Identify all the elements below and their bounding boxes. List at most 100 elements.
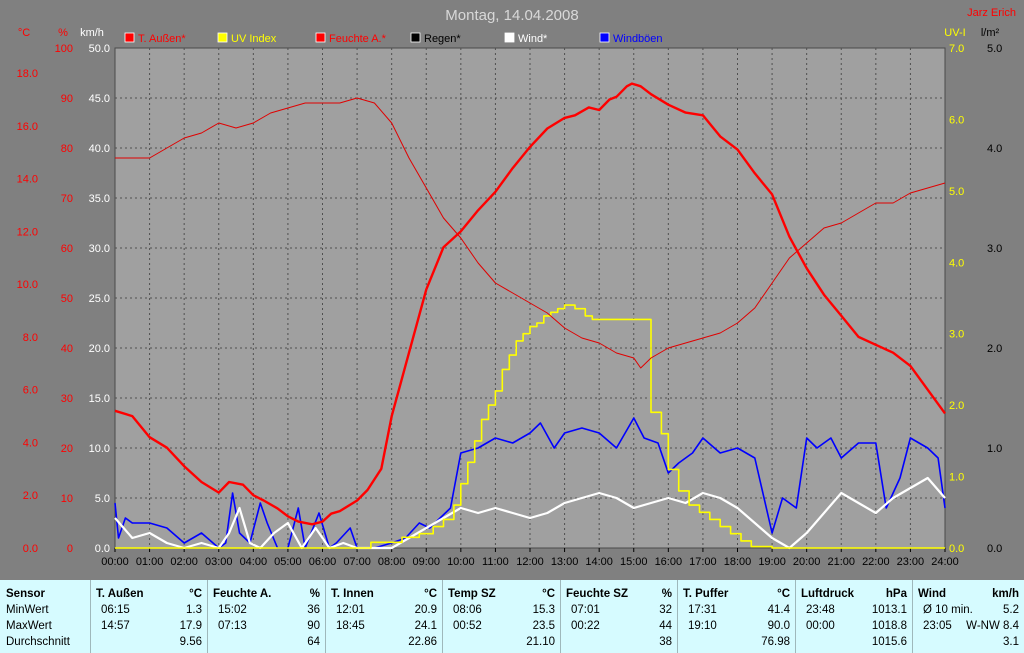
max-time: 23:05 (923, 620, 952, 632)
uv-axis-tick-label: 6.0 (949, 114, 964, 126)
legend-swatch (315, 32, 326, 43)
min-time: 17:31 (688, 604, 717, 616)
wind-axis-tick-label: 45.0 (89, 93, 110, 105)
max-value: 1018.8 (871, 620, 907, 632)
temp-axis-unit: °C (18, 27, 30, 39)
x-tick-label: 14:00 (585, 556, 613, 568)
series-line-feuchte-a- (115, 97, 946, 369)
min-time: 23:48 (806, 604, 835, 616)
column-sensor-name: Wind (918, 588, 946, 600)
x-tick-label: 09:00 (412, 556, 440, 568)
weather-chart: 00:00 01:00 02:00 03:00 04:00 05:00 06:00 07:00… (16, 7, 1016, 568)
series-line-uv-index (115, 304, 945, 549)
temp-axis-tick-label: 2.0 (23, 490, 38, 502)
statistics-table: Sensor MinWert MaxWert Durchschnitt T. A… (0, 580, 1024, 653)
stats-column: Wind km/h Ø 10 min. 5.2 23:05 W-NW 8.4 3.1 (912, 580, 1024, 653)
humidity-axis-tick-label: 50 (61, 293, 73, 305)
average-value: 9.56 (179, 636, 202, 648)
temp-axis-tick-label: 4.0 (23, 437, 38, 449)
uv-axis-tick-label: 1.0 (949, 472, 964, 484)
max-value: 23.5 (532, 620, 555, 632)
wind-axis-tick-label: 5.0 (95, 493, 110, 505)
column-unit: °C (542, 588, 555, 600)
min-value: 5.2 (1003, 604, 1019, 616)
average-value: 76.98 (761, 636, 790, 648)
rain-axis-tick-label: 0.0 (987, 543, 1002, 555)
column-sensor-name: T. Außen (96, 588, 144, 600)
min-value: 32 (659, 604, 672, 616)
column-unit: °C (189, 588, 202, 600)
column-unit: °C (424, 588, 437, 600)
rain-axis-tick-label: 3.0 (987, 243, 1002, 255)
rain-axis-tick-label: 2.0 (987, 343, 1002, 355)
legend-label: Feuchte A.* (329, 33, 387, 45)
humidity-axis-tick-label: 80 (61, 143, 73, 155)
max-value: 17.9 (179, 620, 202, 632)
row-label-sensor: Sensor (6, 588, 45, 600)
x-tick-label: 05:00 (274, 556, 302, 568)
x-tick-label: 02:00 (170, 556, 198, 568)
min-time: Ø 10 min. (923, 604, 973, 616)
wind-axis-tick-label: 50.0 (89, 43, 110, 55)
row-label-min: MinWert (6, 604, 49, 616)
series-line-t-au-en- (114, 82, 946, 526)
column-unit: hPa (885, 588, 907, 600)
stats-column: Feuchte SZ% 07:01 32 00:22 44 38 (560, 580, 678, 653)
uv-axis-tick-label: 3.0 (949, 329, 964, 341)
axes: 00:00 01:00 02:00 03:00 04:00 05:00 06:00 07:00… (17, 27, 1003, 568)
series-line-wind- (114, 476, 946, 550)
max-time: 00:52 (453, 620, 482, 632)
min-value: 1.3 (186, 604, 202, 616)
max-time: 07:13 (218, 620, 247, 632)
wind-axis-tick-label: 25.0 (89, 293, 110, 305)
temp-axis-tick-label: 10.0 (17, 279, 38, 291)
humidity-axis-tick-label: 90 (61, 93, 73, 105)
x-tick-label: 12:00 (516, 556, 544, 568)
min-value: 41.4 (767, 604, 790, 616)
min-time: 08:06 (453, 604, 482, 616)
column-sensor-name: T. Puffer (683, 588, 729, 600)
max-time: 00:22 (571, 620, 600, 632)
legend-label: UV Index (231, 33, 277, 45)
average-value: 3.1 (1003, 636, 1019, 648)
humidity-axis-tick-label: 30 (61, 393, 73, 405)
average-value: 22.86 (408, 636, 437, 648)
x-tick-label: 23:00 (897, 556, 925, 568)
max-time: 00:00 (806, 620, 835, 632)
x-tick-label: 19:00 (758, 556, 786, 568)
column-sensor-name: Temp SZ (448, 588, 496, 600)
legend: T. Außen* UV Index Feuchte A.* Regen* Wind* W… (124, 32, 663, 45)
series-lines (114, 82, 946, 550)
column-sensor-name: Feuchte SZ (566, 588, 628, 600)
x-tick-label: 03:00 (205, 556, 233, 568)
x-tick-label: 10:00 (447, 556, 475, 568)
x-tick-label: 21:00 (827, 556, 855, 568)
x-tick-label: 18:00 (724, 556, 752, 568)
temp-axis-tick-label: 14.0 (17, 174, 38, 186)
temp-axis-tick-label: 8.0 (23, 332, 38, 344)
wind-axis-tick-label: 35.0 (89, 193, 110, 205)
max-time: 19:10 (688, 620, 717, 632)
max-value: 90 (307, 620, 320, 632)
humidity-axis-tick-label: 60 (61, 243, 73, 255)
x-tick-label: 07:00 (343, 556, 371, 568)
wind-axis-tick-label: 15.0 (89, 393, 110, 405)
legend-swatch (599, 32, 610, 43)
humidity-axis-unit: % (58, 27, 68, 39)
min-value: 36 (307, 604, 320, 616)
uv-axis-tick-label: 5.0 (949, 186, 964, 198)
x-tick-label: 11:00 (482, 556, 509, 568)
row-label-average: Durchschnitt (6, 636, 70, 648)
column-unit: °C (777, 588, 790, 600)
rain-axis-unit: l/m² (981, 27, 1000, 39)
temp-axis-tick-label: 18.0 (17, 68, 38, 80)
max-value: 24.1 (414, 620, 437, 632)
wind-axis-tick-label: 10.0 (89, 443, 110, 455)
humidity-axis-tick-label: 20 (61, 443, 73, 455)
wind-axis-tick-label: 40.0 (89, 143, 110, 155)
average-value: 38 (659, 636, 672, 648)
max-value: 44 (659, 620, 672, 632)
humidity-axis-tick-label: 10 (61, 493, 73, 505)
x-tick-label: 00:00 (101, 556, 129, 568)
legend-swatch (504, 32, 515, 43)
